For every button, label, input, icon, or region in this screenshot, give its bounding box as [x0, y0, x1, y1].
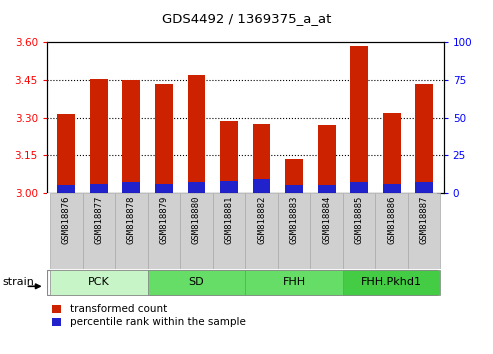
Bar	[252, 179, 271, 193]
Bar	[155, 84, 173, 193]
Bar	[285, 185, 303, 193]
Text: PCK: PCK	[88, 277, 110, 287]
FancyBboxPatch shape	[50, 193, 83, 269]
FancyBboxPatch shape	[343, 193, 375, 269]
Bar	[90, 184, 108, 193]
Bar	[57, 185, 75, 193]
Bar	[383, 113, 401, 193]
Text: strain: strain	[2, 277, 35, 287]
Bar	[383, 184, 401, 193]
Text: GSM818887: GSM818887	[420, 195, 429, 244]
Text: GSM818884: GSM818884	[322, 195, 331, 244]
Legend: transformed count, percentile rank within the sample: transformed count, percentile rank withi…	[52, 304, 246, 327]
FancyBboxPatch shape	[246, 193, 278, 269]
Text: GSM818883: GSM818883	[289, 195, 299, 244]
Text: GSM818885: GSM818885	[354, 195, 364, 244]
Bar	[415, 182, 433, 193]
Text: GSM818876: GSM818876	[62, 195, 71, 244]
Text: GSM818886: GSM818886	[387, 195, 396, 244]
FancyBboxPatch shape	[83, 193, 115, 269]
Text: GSM818880: GSM818880	[192, 195, 201, 244]
FancyBboxPatch shape	[375, 193, 408, 269]
FancyBboxPatch shape	[148, 193, 180, 269]
FancyBboxPatch shape	[343, 270, 440, 295]
Text: GSM818881: GSM818881	[224, 195, 234, 244]
Bar	[57, 114, 75, 193]
FancyBboxPatch shape	[180, 193, 213, 269]
Bar	[415, 84, 433, 193]
Text: GDS4492 / 1369375_a_at: GDS4492 / 1369375_a_at	[162, 12, 331, 25]
FancyBboxPatch shape	[213, 193, 246, 269]
Bar	[90, 79, 108, 193]
FancyBboxPatch shape	[246, 270, 343, 295]
FancyBboxPatch shape	[148, 270, 246, 295]
FancyBboxPatch shape	[408, 193, 440, 269]
Text: SD: SD	[189, 277, 204, 287]
Bar	[122, 80, 141, 193]
Bar	[252, 124, 271, 193]
Bar	[350, 182, 368, 193]
Bar	[187, 182, 206, 193]
FancyBboxPatch shape	[115, 193, 148, 269]
Bar	[155, 184, 173, 193]
Text: GSM818878: GSM818878	[127, 195, 136, 244]
FancyBboxPatch shape	[50, 270, 148, 295]
FancyBboxPatch shape	[47, 270, 437, 295]
Text: FHH.Pkhd1: FHH.Pkhd1	[361, 277, 422, 287]
Text: FHH: FHH	[282, 277, 306, 287]
Bar	[317, 125, 336, 193]
Bar	[285, 159, 303, 193]
Text: GSM818879: GSM818879	[159, 195, 169, 244]
Text: GSM818877: GSM818877	[94, 195, 104, 244]
Bar	[122, 182, 141, 193]
FancyBboxPatch shape	[278, 193, 310, 269]
Bar	[350, 46, 368, 193]
Bar	[220, 181, 238, 193]
Bar	[187, 75, 206, 193]
FancyBboxPatch shape	[310, 193, 343, 269]
Text: GSM818882: GSM818882	[257, 195, 266, 244]
Bar	[220, 121, 238, 193]
Bar	[317, 185, 336, 193]
